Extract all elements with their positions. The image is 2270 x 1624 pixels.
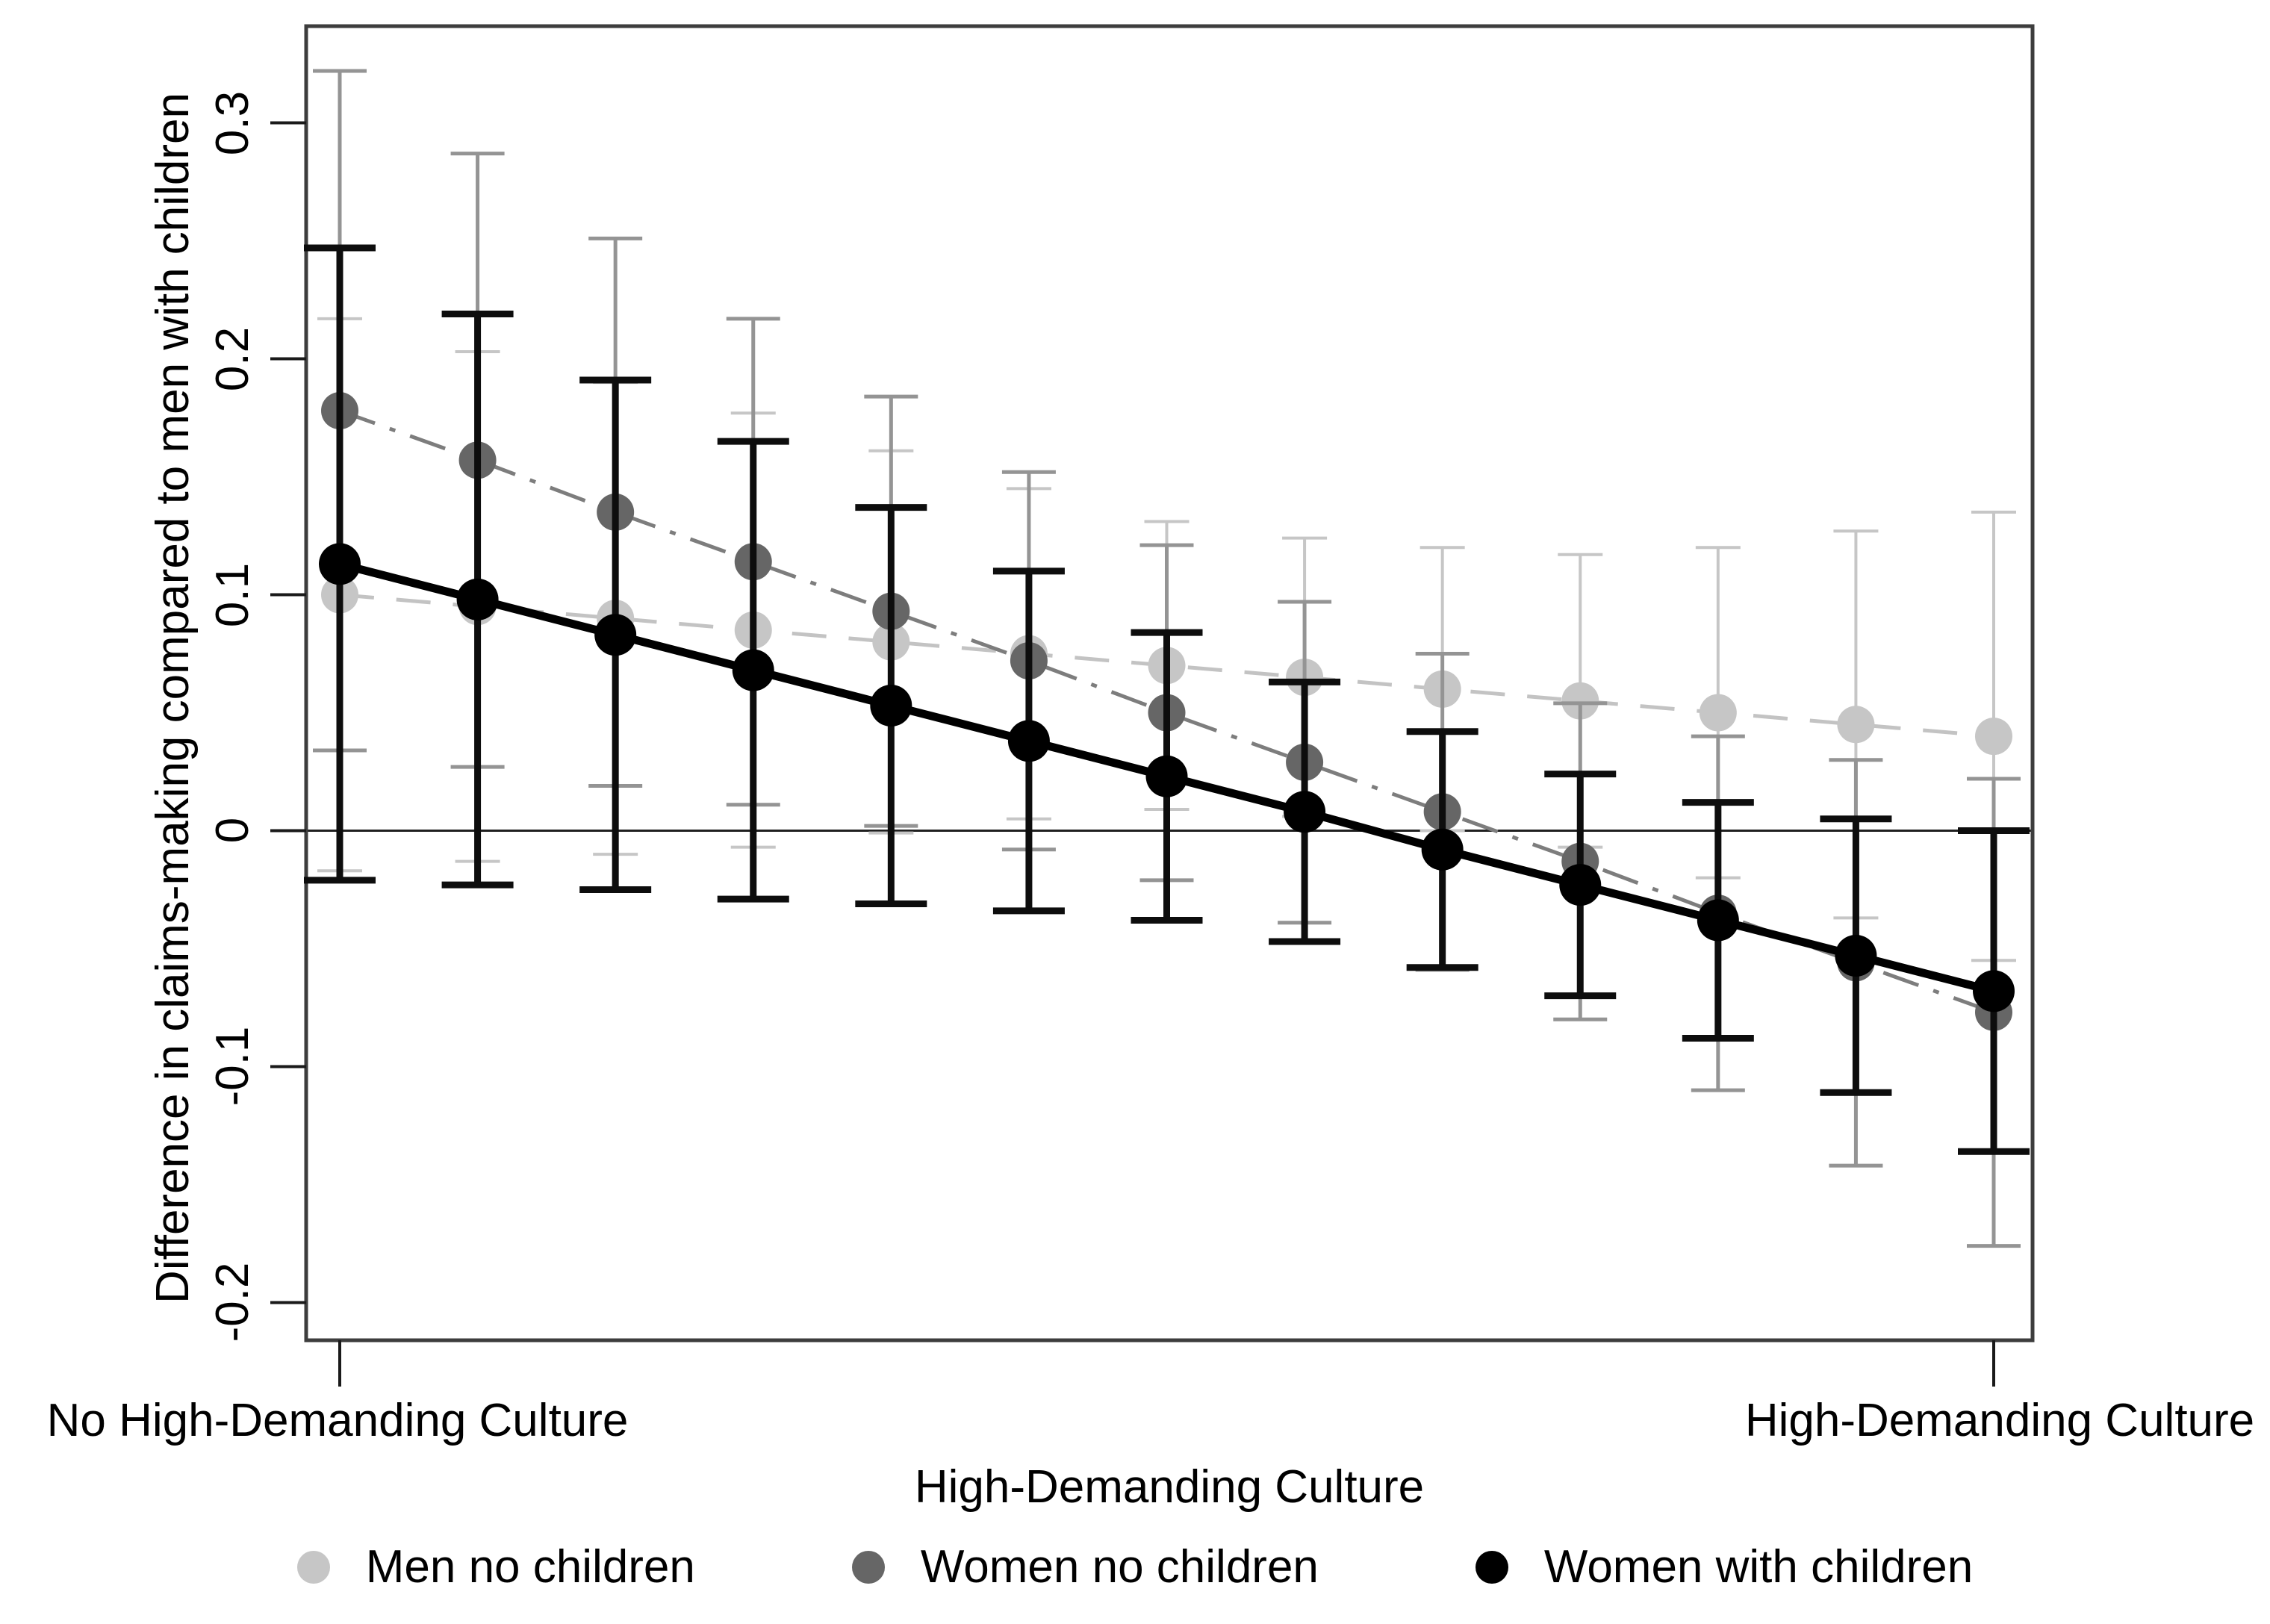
legend-item-men-no-children: Men no children [296,1541,695,1593]
legend: Men no children Women no children Women … [0,1544,2270,1590]
legend-label-men-no-children: Men no children [365,1541,695,1593]
y-tick-label: 0.3 [207,90,258,155]
data-point-marker [594,614,637,656]
data-point-marker [1975,718,2012,756]
data-point-marker [1145,755,1188,797]
legend-label-women-no-children: Women no children [920,1541,1319,1593]
y-tick-label: 0.2 [207,326,258,391]
data-point-marker [1835,934,1877,977]
data-point-marker [1421,828,1464,871]
data-point-marker [1007,720,1050,762]
plot-border [304,24,2035,1343]
data-point-marker [732,649,774,691]
y-tick-label: 0.1 [207,562,258,627]
legend-item-women-with-children: Women with children [1475,1541,1974,1593]
y-axis-title: Difference in claims-making compared to … [147,93,199,1304]
data-point-marker [1699,694,1737,732]
legend-marker-women-no-children-icon [851,1551,885,1584]
x-axis-title: High-Demanding Culture [914,1461,1425,1513]
x-tick-label-high-demanding: High-Demanding Culture [1744,1395,2255,1446]
data-point-marker [1837,706,1875,744]
legend-item-women-no-children: Women no children [851,1541,1319,1593]
data-point-marker [1561,682,1599,720]
x-tick-label-no-high-demanding: No High-Demanding Culture [46,1395,629,1446]
data-point-marker [1559,864,1602,906]
y-tick-label: -0.1 [207,1027,258,1107]
data-point-marker [870,685,912,727]
data-point-marker [1973,970,2015,1012]
data-point-marker [1697,899,1739,942]
legend-marker-women-with-children-icon [1475,1551,1508,1584]
y-tick-label: 0 [207,818,258,844]
data-point-marker [456,578,499,620]
legend-marker-men-no-children-icon [296,1551,330,1584]
data-point-marker [319,543,361,585]
data-point-marker [1284,791,1326,833]
y-tick-label: -0.2 [207,1263,258,1343]
legend-label-women-with-children: Women with children [1543,1541,1974,1593]
